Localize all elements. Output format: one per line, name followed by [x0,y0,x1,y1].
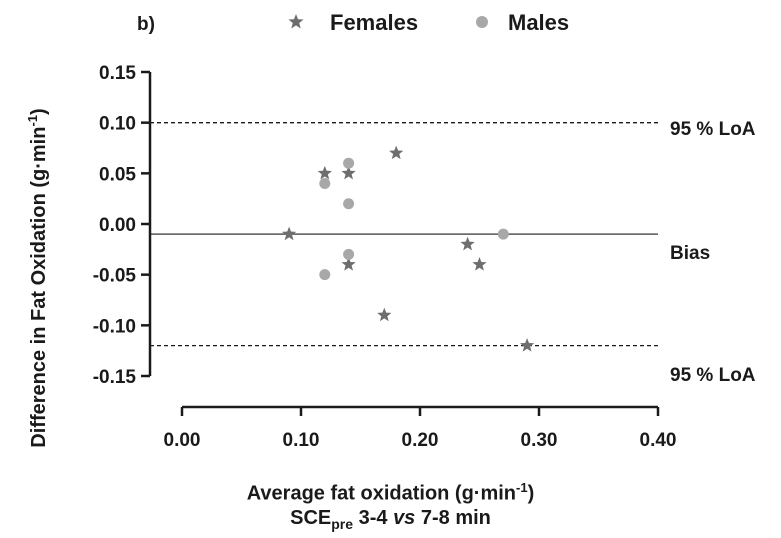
y-tick-label: -0.10 [93,316,136,337]
female-point [460,236,475,251]
x-axis-sublabel: SCEpre 3-4 vs 7-8 min [290,507,491,532]
x-tick-label: 0.10 [283,430,320,451]
legend-males: Males [508,10,570,35]
x-tick-label: 0.00 [164,430,201,451]
legend-females: Females [330,10,419,35]
legend-circle-icon [476,16,488,28]
lower-loa-label: 95 % LoA [670,365,756,386]
y-tick-label: 0.00 [99,215,136,236]
x-tick-label: 0.30 [521,430,558,451]
male-point [343,157,355,169]
y-tick-label: -0.15 [93,367,137,388]
male-point [497,228,509,240]
panel-label: b) [137,14,155,35]
y-axis-label: Difference in Fat Oxidation (g·min-1) [25,108,50,448]
female-point [317,165,332,180]
female-point [472,257,487,271]
x-tick-label: 0.20 [402,430,439,451]
y-tick-label: 0.15 [99,63,136,84]
male-point [319,177,331,189]
male-point [343,198,355,210]
y-tick-label: 0.05 [99,164,136,185]
y-tick-label: -0.05 [93,266,137,287]
upper-loa-label: 95 % LoA [670,119,756,140]
male-point [343,248,355,260]
female-point [389,145,404,160]
x-tick-label: 0.40 [640,430,677,451]
female-point [281,226,297,241]
female-point [377,307,392,322]
male-point [319,269,331,281]
x-axis-label: Average fat oxidation (g·min-1) [246,480,535,505]
female-point [519,338,535,352]
female-point [341,165,356,180]
legend-star-icon [288,14,304,29]
female-point [341,257,356,271]
bias-label: Bias [670,243,711,264]
y-tick-label: 0.10 [99,114,136,135]
